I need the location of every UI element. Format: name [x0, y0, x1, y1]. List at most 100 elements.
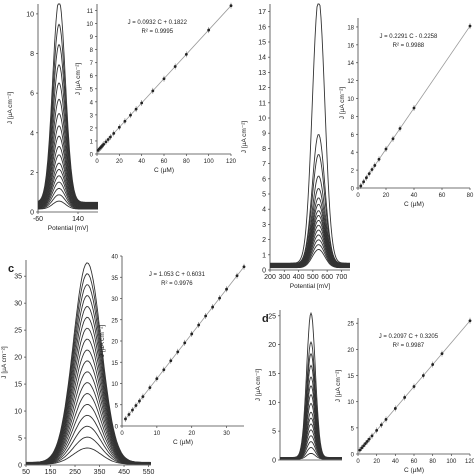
y-tick-label: 1 — [90, 139, 94, 145]
y-tick-label: 3 — [90, 113, 94, 119]
data-point — [204, 314, 208, 318]
y-tick-label: 2 — [351, 169, 355, 175]
data-point — [211, 305, 215, 309]
data-point — [412, 385, 416, 388]
y-tick-label: 5 — [262, 192, 266, 199]
regression-line — [359, 320, 471, 451]
r-squared: R² = 0.9995 — [142, 29, 174, 35]
y-tick-label: 5 — [272, 429, 276, 436]
data-point — [384, 147, 388, 151]
y-tick-label: 4 — [262, 207, 266, 214]
data-point — [468, 319, 472, 323]
data-point — [162, 368, 166, 372]
panel-label: d — [262, 313, 269, 325]
y-tick-label: 35 — [111, 276, 118, 282]
y-tick-label: 0 — [262, 268, 266, 275]
x-tick-label: 60 — [411, 459, 418, 465]
y-axis-label: J [µA cm⁻²] — [335, 370, 342, 403]
y-tick-label: 7 — [90, 61, 94, 67]
r-squared: R² = 0.9987 — [393, 343, 425, 349]
data-point — [370, 168, 374, 171]
data-point — [362, 444, 365, 448]
x-tick-label: 20 — [116, 159, 123, 165]
y-tick-label: 0 — [351, 453, 355, 459]
y-tick-label: 5 — [18, 436, 22, 443]
y-tick-label: 11 — [259, 100, 266, 107]
data-point — [373, 164, 377, 167]
data-point — [379, 423, 383, 427]
data-point — [375, 429, 379, 432]
x-tick-label: 50 — [22, 469, 30, 474]
x-tick-label: 250 — [69, 469, 81, 474]
x-tick-label: 30 — [223, 431, 230, 437]
y-tick-label: 8 — [351, 115, 355, 121]
x-tick-label: 350 — [94, 469, 106, 474]
x-tick-label: -60 — [33, 216, 43, 223]
y-tick-label: 8 — [262, 146, 266, 153]
y-tick-label: 10 — [111, 382, 118, 388]
x-tick-label: 20 — [383, 193, 390, 199]
y-tick-label: 18 — [347, 25, 354, 31]
y-tick-label: 16 — [347, 43, 354, 49]
y-tick-label: 11 — [87, 9, 94, 15]
data-point — [358, 448, 362, 452]
y-tick-label: 15 — [347, 374, 354, 380]
data-point — [162, 77, 166, 81]
y-tick-label: 8 — [30, 51, 34, 58]
y-tick-label: 10 — [268, 400, 276, 407]
x-tick-label: 0 — [356, 459, 360, 465]
y-tick-label: 10 — [14, 409, 22, 416]
data-point — [367, 437, 371, 441]
x-tick-label: 10 — [154, 431, 161, 437]
data-point — [229, 4, 233, 8]
y-tick-label: 1 — [262, 252, 266, 259]
data-point — [384, 418, 388, 421]
x-tick-label: 60 — [439, 193, 446, 199]
x-tick-label: 700 — [336, 274, 348, 281]
data-point — [184, 52, 188, 56]
data-point — [109, 135, 112, 139]
data-point — [403, 396, 407, 399]
data-point — [124, 417, 127, 421]
voltammogram-curve — [270, 3, 350, 264]
voltammogram-curve — [37, 3, 98, 203]
x-axis-label: C (µM) — [404, 201, 424, 208]
y-tick-label: 0 — [90, 153, 94, 159]
y-tick-label: 25 — [111, 318, 118, 324]
r-squared: R² = 0.9976 — [161, 281, 193, 287]
y-tick-label: 12 — [258, 85, 266, 92]
data-point — [362, 180, 365, 184]
y-axis-label: J [µA cm⁻²] — [255, 369, 262, 402]
panel-b-inset: 0 2 4 6 8 10 12 14 16 18 0 20 40 60 80 C (µM) J [µA cm⁻²… — [339, 18, 474, 208]
y-axis-label: J [µA cm⁻²] — [75, 63, 82, 96]
y-tick-label: 8 — [90, 48, 94, 54]
data-point — [235, 274, 239, 278]
y-tick-label: 5 — [90, 87, 94, 93]
y-tick-label: 0 — [30, 210, 34, 217]
data-point — [140, 101, 144, 105]
y-tick-label: 0 — [272, 458, 276, 465]
data-point — [393, 407, 397, 410]
data-point — [398, 127, 402, 130]
x-tick-label: 40 — [138, 159, 145, 165]
y-tick-label: 0 — [351, 187, 355, 193]
y-tick-label: 6 — [262, 176, 266, 183]
x-tick-label: 120 — [465, 459, 474, 465]
y-tick-label: 0 — [18, 463, 22, 470]
data-point — [134, 107, 138, 111]
data-point — [117, 125, 121, 129]
regression-equation: J = 0.0932 C + 0.1822 — [128, 20, 188, 26]
data-point — [391, 137, 395, 141]
data-point — [359, 184, 363, 188]
y-tick-label: 35 — [14, 274, 22, 281]
y-tick-label: 2 — [90, 126, 94, 132]
y-tick-label: 15 — [14, 382, 22, 389]
regression-equation: J = 1.053 C + 0.6031 — [149, 272, 206, 278]
data-point — [112, 131, 116, 135]
y-tick-label: 5 — [351, 426, 355, 432]
y-tick-label: 15 — [268, 371, 276, 378]
y-tick-label: 5 — [115, 403, 119, 409]
